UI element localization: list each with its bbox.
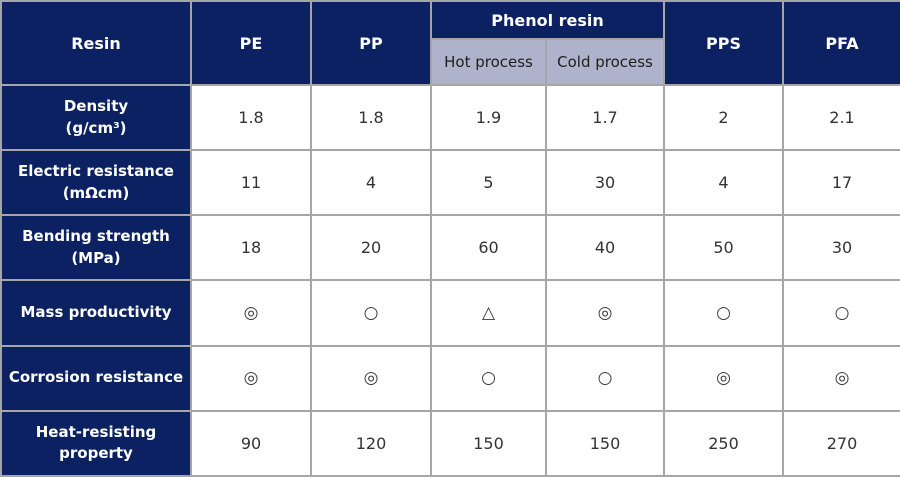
data-cell: 1.8 bbox=[310, 83, 432, 152]
data-cell: 90 bbox=[190, 409, 312, 477]
header-row-top: Resin PE PP Phenol resin PPS PFA bbox=[0, 0, 900, 86]
data-cell: 4 bbox=[310, 149, 432, 217]
rating-cell: ○ bbox=[782, 279, 900, 347]
rating-cell: ◎ bbox=[190, 344, 312, 412]
data-cell: 120 bbox=[310, 409, 432, 477]
data-cell: 1.9 bbox=[430, 83, 547, 152]
data-cell: 20 bbox=[310, 214, 432, 282]
rating-cell: ○ bbox=[310, 279, 432, 347]
table-row-electric-resistance: Electric resistance (mΩcm) 11 4 5 30 4 1… bbox=[0, 149, 900, 217]
rating-cell: ◎ bbox=[782, 344, 900, 412]
row-label-line: Electric resistance bbox=[18, 161, 174, 180]
table-row-density: Density (g/cm³) 1.8 1.8 1.9 1.7 2 2.1 bbox=[0, 83, 900, 152]
data-cell: 2 bbox=[663, 83, 785, 152]
data-cell: 2.1 bbox=[782, 83, 900, 152]
row-label-electric-resistance: Electric resistance (mΩcm) bbox=[0, 149, 192, 217]
rating-cell: ○ bbox=[544, 344, 666, 412]
row-label-density: Density (g/cm³) bbox=[0, 83, 192, 152]
row-label-line: (MPa) bbox=[71, 248, 121, 267]
header-cell-phenol-resin-group: Phenol resin bbox=[429, 0, 666, 40]
header-cell-pps: PPS bbox=[663, 0, 785, 86]
subheader-cell-hot-process: Hot process bbox=[430, 38, 547, 86]
header-cell-pfa: PFA bbox=[782, 0, 900, 86]
rating-cell: ◎ bbox=[190, 279, 312, 347]
rating-cell: △ bbox=[430, 279, 547, 347]
rating-cell: ◎ bbox=[663, 344, 785, 412]
data-cell: 5 bbox=[430, 149, 547, 217]
row-label-line: Heat-resisting bbox=[35, 422, 157, 441]
data-cell: 40 bbox=[544, 214, 666, 282]
row-label-mass-productivity: Mass productivity bbox=[0, 279, 192, 347]
table-row-heat-resisting-property: Heat-resisting property 90 120 150 150 2… bbox=[0, 409, 900, 477]
rating-cell: ○ bbox=[663, 279, 785, 347]
row-label-line: (mΩcm) bbox=[62, 183, 130, 202]
data-cell: 50 bbox=[663, 214, 785, 282]
table-row-corrosion-resistance: Corrosion resistance ◎ ◎ ○ ○ ◎ ◎ bbox=[0, 344, 900, 412]
table-row-mass-productivity: Mass productivity ◎ ○ △ ◎ ○ ○ bbox=[0, 279, 900, 347]
row-label-line: (g/cm³) bbox=[65, 118, 127, 137]
row-label-line: Corrosion resistance bbox=[8, 368, 184, 387]
header-cell-pe: PE bbox=[190, 0, 312, 86]
header-cell-resin: Resin bbox=[0, 0, 192, 86]
data-cell: 30 bbox=[544, 149, 666, 217]
data-cell: 18 bbox=[190, 214, 312, 282]
data-cell: 1.7 bbox=[544, 83, 666, 152]
table-row-bending-strength: Bending strength (MPa) 18 20 60 40 50 30 bbox=[0, 214, 900, 282]
data-cell: 150 bbox=[544, 409, 666, 477]
row-label-line: Mass productivity bbox=[20, 303, 172, 322]
data-cell: 60 bbox=[430, 214, 547, 282]
row-label-bending-strength: Bending strength (MPa) bbox=[0, 214, 192, 282]
data-cell: 250 bbox=[663, 409, 785, 477]
rating-cell: ◎ bbox=[544, 279, 666, 347]
data-cell: 11 bbox=[190, 149, 312, 217]
header-row-sub: Hot process Cold process bbox=[1, 38, 900, 86]
data-cell: 30 bbox=[782, 214, 900, 282]
row-label-heat-resisting-property: Heat-resisting property bbox=[0, 409, 192, 477]
data-cell: 17 bbox=[782, 149, 900, 217]
row-label-line: property bbox=[59, 444, 133, 463]
row-label-corrosion-resistance: Corrosion resistance bbox=[0, 344, 192, 412]
row-label-line: Bending strength bbox=[22, 227, 170, 246]
header-cell-pp: PP bbox=[310, 0, 432, 86]
row-label-line: Density bbox=[63, 96, 129, 115]
data-cell: 1.8 bbox=[190, 83, 312, 152]
rating-cell: ◎ bbox=[310, 344, 432, 412]
data-cell: 150 bbox=[430, 409, 547, 477]
rating-cell: ○ bbox=[430, 344, 547, 412]
data-cell: 4 bbox=[663, 149, 785, 217]
data-cell: 270 bbox=[782, 409, 900, 477]
subheader-cell-cold-process: Cold process bbox=[544, 38, 666, 86]
